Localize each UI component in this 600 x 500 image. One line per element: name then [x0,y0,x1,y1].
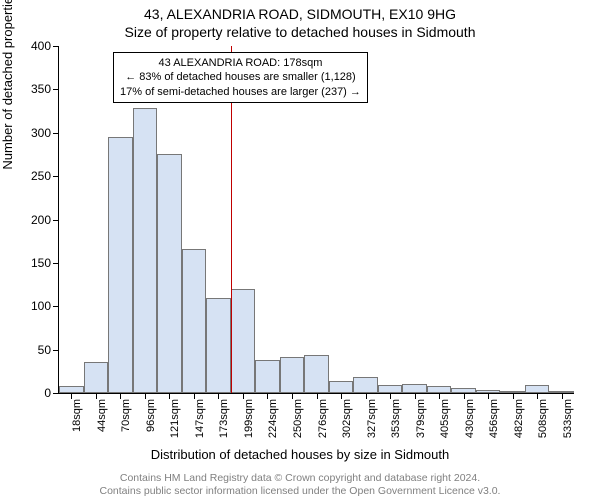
histogram-bar [206,298,231,393]
annotation-box: 43 ALEXANDRIA ROAD: 178sqm ← 83% of deta… [113,52,368,103]
y-tick [53,133,59,134]
histogram-bar [157,154,182,393]
histogram-bar [329,381,354,393]
x-tick-label: 327sqm [366,399,378,438]
y-tick [53,306,59,307]
footer-line2: Contains public sector information licen… [0,485,600,498]
x-tick-label: 70sqm [120,399,132,432]
y-tick-label: 350 [31,82,51,96]
annotation-line3: 17% of semi-detached houses are larger (… [120,85,361,99]
histogram-bar [84,362,109,393]
x-tick-label: 533sqm [562,399,574,438]
y-tick [53,220,59,221]
x-tick-label: 44sqm [96,399,108,432]
x-tick-label: 199sqm [243,399,255,438]
x-tick-label: 508sqm [537,399,549,438]
y-axis-label: Number of detached properties [0,0,15,230]
histogram-bar [133,108,158,393]
annotation-line1: 43 ALEXANDRIA ROAD: 178sqm [120,56,361,70]
y-tick-label: 250 [31,169,51,183]
y-tick [53,176,59,177]
histogram-bar [182,249,207,393]
x-tick-label: 147sqm [194,399,206,438]
chart-container: 43, ALEXANDRIA ROAD, SIDMOUTH, EX10 9HG … [0,0,600,500]
x-tick-label: 276sqm [317,399,329,438]
footer-line1: Contains HM Land Registry data © Crown c… [0,472,600,485]
x-tick-label: 302sqm [341,399,353,438]
x-tick-label: 173sqm [218,399,230,438]
histogram-bar [402,384,427,393]
histogram-bar [427,386,452,393]
y-tick [53,393,59,394]
x-tick-label: 96sqm [145,399,157,432]
histogram-bar [304,355,329,393]
x-axis-label: Distribution of detached houses by size … [0,447,600,462]
x-tick-label: 430sqm [464,399,476,438]
y-tick-label: 400 [31,39,51,53]
x-tick-label: 456sqm [488,399,500,438]
x-tick-label: 250sqm [292,399,304,438]
plot-area: 05010015020025030035040018sqm44sqm70sqm9… [58,46,574,394]
x-tick-label: 18sqm [71,399,83,432]
y-tick-label: 300 [31,126,51,140]
footer: Contains HM Land Registry data © Crown c… [0,472,600,498]
histogram-bar [108,137,133,393]
x-tick-label: 482sqm [513,399,525,438]
x-tick-label: 224sqm [267,399,279,438]
x-tick-label: 353sqm [390,399,402,438]
y-tick-label: 0 [44,386,51,400]
y-tick-label: 200 [31,213,51,227]
histogram-bar [231,289,256,393]
x-tick-label: 405sqm [439,399,451,438]
y-tick-label: 100 [31,299,51,313]
histogram-bar [59,386,84,393]
histogram-bar [525,385,550,393]
x-tick-label: 379sqm [415,399,427,438]
histogram-bar [353,377,378,393]
y-tick [53,89,59,90]
y-tick-label: 50 [38,343,51,357]
chart-title-line2: Size of property relative to detached ho… [0,24,600,40]
y-tick [53,350,59,351]
y-tick [53,263,59,264]
x-tick-label: 121sqm [169,399,181,438]
histogram-bar [280,357,305,393]
chart-title-line1: 43, ALEXANDRIA ROAD, SIDMOUTH, EX10 9HG [0,6,600,22]
annotation-line2: ← 83% of detached houses are smaller (1,… [120,70,361,84]
y-tick-label: 150 [31,256,51,270]
y-tick [53,46,59,47]
histogram-bar [255,360,280,393]
histogram-bar [378,385,403,393]
